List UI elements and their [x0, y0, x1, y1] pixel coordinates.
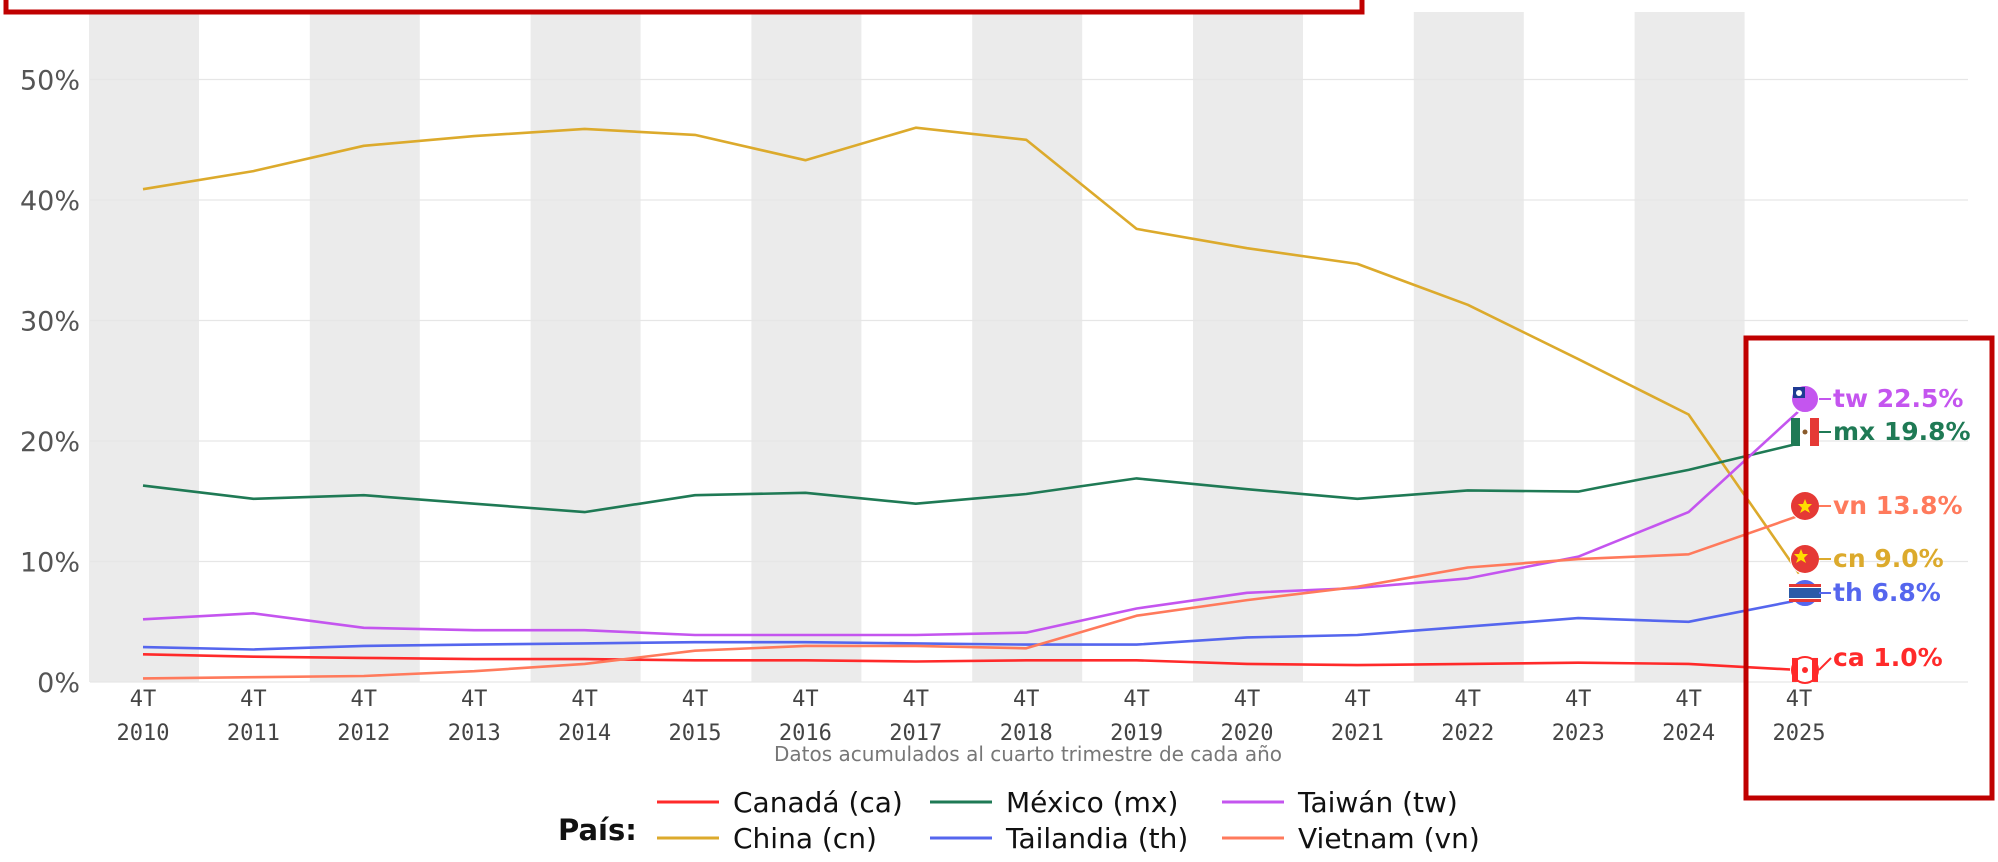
- y-tick-label: 40%: [20, 186, 80, 217]
- x-tick-label: 2020: [1221, 721, 1274, 746]
- shaded-bands: [89, 12, 1745, 682]
- y-tick-label: 20%: [20, 427, 80, 458]
- series-line-vn: [142, 514, 1800, 680]
- highlight-boxes: [3, 0, 1995, 801]
- legend-item-ca: Canadá (ca): [733, 786, 903, 819]
- x-tick-label: 4T: [1234, 687, 1261, 712]
- shaded-band: [89, 12, 199, 682]
- taiwan-flag-icon: [1790, 384, 1820, 414]
- shaded-band: [530, 12, 641, 682]
- x-tick-label: 4T: [461, 687, 488, 712]
- highlight-box-right: [1743, 335, 1995, 801]
- china-flag-icon: [1790, 544, 1820, 574]
- x-axis: 4T 2010 4T 2011 4T 2012 4T 2013 4T 2014 4T 2015 4T 20…: [117, 687, 1826, 746]
- x-tick-label: 2013: [448, 721, 501, 746]
- x-tick-label: 2019: [1110, 721, 1163, 746]
- legend-item-tw: Taiwán (tw): [1297, 786, 1458, 819]
- x-tick-label: 4T: [351, 687, 378, 712]
- shaded-band: [309, 12, 420, 682]
- x-tick-label: 4T: [682, 687, 709, 712]
- x-tick-label: 2015: [669, 721, 722, 746]
- x-tick-label: 4T: [1565, 687, 1592, 712]
- grid-lines: [90, 78, 1968, 683]
- x-tick-label: 4T: [1344, 687, 1371, 712]
- x-tick-label: 2012: [337, 721, 390, 746]
- series-line-cn: [142, 126, 1801, 575]
- x-tick-label: 2010: [117, 721, 170, 746]
- legend-title: País:: [558, 813, 637, 847]
- legend: País: Canadá (ca)China (cn)México (mx)Ta…: [558, 786, 1480, 855]
- y-tick-label: 10%: [20, 548, 80, 579]
- series-line-ca: [142, 653, 1800, 672]
- x-tick-label: 4T: [1013, 687, 1040, 712]
- legend-item-th: Tailandia (th): [1005, 822, 1188, 855]
- y-axis: 0% 10% 20% 30% 40% 50%: [20, 66, 80, 700]
- vietnam-flag-icon: [1790, 491, 1820, 521]
- x-tick-label: 2014: [558, 721, 611, 746]
- end-label-th: th 6.8%: [1833, 578, 1941, 607]
- series-line-mx: [142, 442, 1800, 514]
- x-tick-label: 2023: [1552, 721, 1605, 746]
- shaded-band: [972, 12, 1083, 682]
- legend-item-vn: Vietnam (vn): [1298, 822, 1480, 855]
- x-tick-label: 4T: [1455, 687, 1482, 712]
- y-tick-label: 0%: [37, 668, 80, 699]
- x-tick-label: 4T: [903, 687, 930, 712]
- end-label-vn: vn 13.8%: [1833, 491, 1963, 520]
- end-label-ca: ca 1.0%: [1833, 643, 1943, 672]
- shaded-band: [751, 12, 862, 682]
- chart-caption: Datos acumulados al cuarto trimestre de …: [774, 742, 1282, 766]
- end-label-cn: cn 9.0%: [1833, 544, 1944, 573]
- x-tick-label: 2017: [889, 721, 942, 746]
- x-tick-label: 4T: [1675, 687, 1702, 712]
- series-line-tw: [142, 409, 1800, 637]
- x-tick-label: 2011: [227, 721, 280, 746]
- x-tick-label: 2021: [1331, 721, 1384, 746]
- x-tick-label: 4T: [571, 687, 598, 712]
- end-labels: ca 1.0% cn 9.0% mx 19.8% th 6.8% tw 22.5% vn …: [1789, 384, 1971, 685]
- shaded-band: [1193, 12, 1303, 682]
- x-tick-label: 2016: [779, 721, 832, 746]
- x-tick-label: 4T: [240, 687, 267, 712]
- thailand-flag-icon: [1789, 578, 1821, 608]
- x-tick-label: 2022: [1441, 721, 1494, 746]
- series-lines: [142, 126, 1801, 680]
- x-tick-label: 4T: [130, 687, 157, 712]
- legend-item-mx: México (mx): [1006, 786, 1178, 819]
- label-connector: [1818, 657, 1832, 671]
- x-tick-label: 4T: [792, 687, 819, 712]
- series-line-th: [142, 598, 1800, 651]
- y-tick-label: 50%: [20, 66, 80, 97]
- canada-flag-icon: [1790, 654, 1820, 685]
- highlight-box-top: [3, 0, 1365, 15]
- x-tick-label: 4T: [1786, 687, 1813, 712]
- end-label-mx: mx 19.8%: [1833, 417, 1971, 446]
- shaded-band: [1634, 12, 1745, 682]
- end-label-tw: tw 22.5%: [1833, 384, 1963, 413]
- y-tick-label: 30%: [20, 307, 80, 338]
- x-tick-label: 2024: [1662, 721, 1715, 746]
- x-tick-label: 2025: [1773, 721, 1826, 746]
- legend-item-cn: China (cn): [733, 822, 877, 855]
- x-tick-label: 2018: [1000, 721, 1053, 746]
- x-tick-label: 4T: [1123, 687, 1150, 712]
- mexico-flag-icon: [1790, 417, 1820, 447]
